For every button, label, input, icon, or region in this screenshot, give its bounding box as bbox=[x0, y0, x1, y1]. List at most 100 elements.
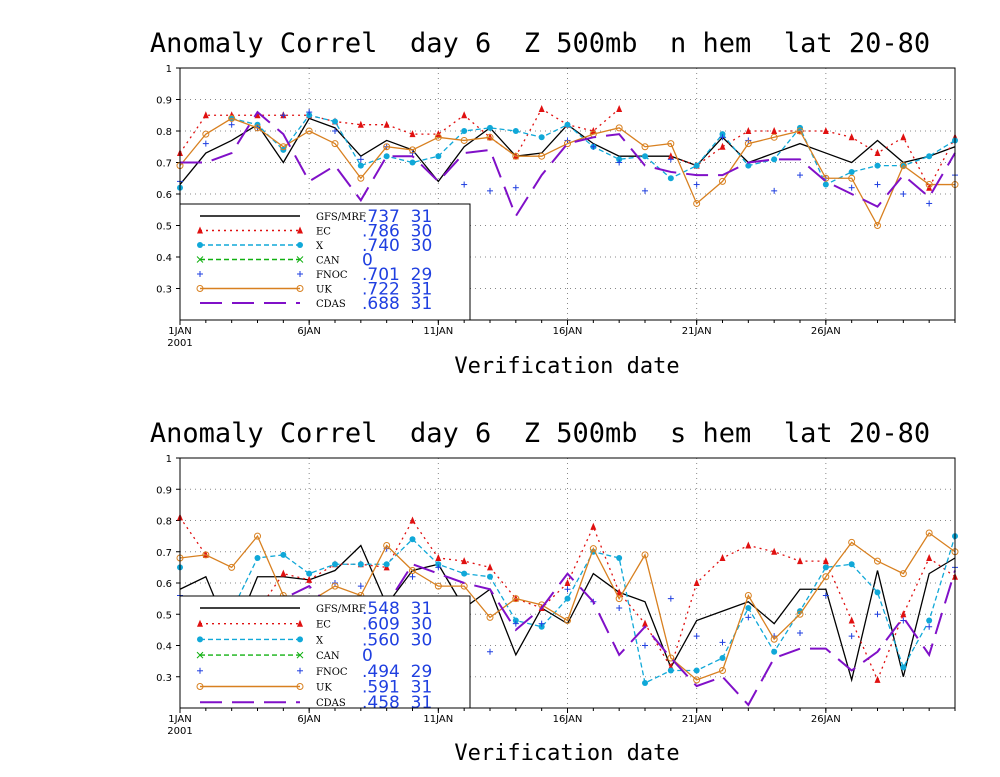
x-marker-b bbox=[196, 651, 204, 659]
circle-marker bbox=[487, 124, 493, 131]
triangle-marker bbox=[564, 579, 571, 586]
circle-marker bbox=[719, 131, 726, 138]
open-circle-marker bbox=[434, 582, 442, 590]
open-circle-marker bbox=[874, 557, 881, 565]
circle-marker bbox=[306, 112, 313, 119]
open-circle-marker bbox=[409, 146, 416, 154]
triangle-marker bbox=[435, 130, 442, 138]
open-circle-marker bbox=[434, 133, 442, 141]
open-circle-marker bbox=[615, 124, 623, 132]
circle-marker bbox=[409, 536, 416, 543]
open-circle-marker bbox=[564, 617, 571, 624]
circle-marker bbox=[512, 128, 519, 134]
triangle-marker bbox=[409, 516, 416, 524]
chart-panel-nhem: Anomaly Correl day 6 Z 500mb n hem lat 2… bbox=[150, 28, 959, 379]
open-circle-marker bbox=[796, 610, 804, 618]
legend-label: FNOC bbox=[316, 667, 348, 678]
circle-marker bbox=[197, 636, 203, 643]
circle-marker bbox=[357, 561, 364, 568]
circle-marker bbox=[461, 570, 468, 577]
circle-marker bbox=[822, 564, 829, 571]
circle-marker bbox=[306, 570, 313, 577]
x-tick-label: 11JAN bbox=[423, 326, 453, 337]
x-tick-label: 11JAN bbox=[423, 714, 453, 725]
triangle-marker bbox=[538, 104, 545, 112]
plot-frame bbox=[179, 67, 956, 321]
triangle-marker bbox=[771, 547, 778, 555]
open-circle-marker bbox=[228, 114, 236, 122]
x-tick-label: 16JAN bbox=[553, 714, 583, 725]
y-tick-label: 0.8 bbox=[156, 127, 172, 138]
y-tick-label: 0.3 bbox=[156, 285, 172, 296]
open-circle-marker bbox=[296, 285, 304, 292]
circle-marker bbox=[512, 617, 519, 624]
circle-marker bbox=[848, 561, 855, 568]
x-tick-label: 6JAN bbox=[297, 326, 320, 337]
open-circle-marker bbox=[589, 545, 597, 553]
legend-stat: .609 30 bbox=[362, 615, 432, 635]
triangle-marker bbox=[926, 554, 933, 561]
open-circle-marker bbox=[564, 140, 571, 148]
y-tick-label: 0.7 bbox=[156, 159, 172, 170]
circle-marker bbox=[538, 134, 545, 141]
legend-label: EC bbox=[316, 227, 331, 238]
x-tick-year: 2001 bbox=[167, 726, 192, 737]
triangle-marker bbox=[197, 619, 203, 627]
triangle-marker bbox=[693, 579, 700, 586]
circle-marker bbox=[564, 121, 571, 128]
triangle-marker bbox=[745, 541, 752, 549]
triangle-marker bbox=[797, 557, 803, 565]
circle-marker bbox=[848, 168, 855, 175]
circle-marker bbox=[822, 181, 829, 188]
series-cdas bbox=[180, 563, 956, 707]
y-tick-label: 0.8 bbox=[156, 517, 172, 528]
open-circle-marker bbox=[693, 199, 701, 207]
y-tick-label: 0.4 bbox=[156, 253, 172, 264]
circle-marker bbox=[616, 555, 623, 561]
open-circle-marker bbox=[925, 529, 933, 537]
triangle-marker bbox=[900, 610, 907, 618]
y-tick-label: 0.4 bbox=[156, 642, 172, 653]
open-circle-marker bbox=[486, 133, 494, 141]
legend-stat: .786 30 bbox=[362, 222, 432, 242]
open-circle-marker bbox=[693, 676, 701, 684]
y-tick-label: 1 bbox=[166, 454, 172, 465]
open-circle-marker bbox=[460, 136, 468, 144]
circle-marker bbox=[409, 159, 416, 166]
triangle-marker bbox=[745, 127, 752, 134]
open-circle-marker bbox=[512, 595, 520, 603]
circle-marker bbox=[745, 605, 752, 611]
circle-marker bbox=[461, 128, 468, 134]
triangle-marker bbox=[487, 563, 493, 571]
y-tick-label: 0.6 bbox=[156, 579, 172, 590]
x-tick-label: 21JAN bbox=[682, 326, 712, 337]
x-tick-label: 6JAN bbox=[297, 714, 320, 725]
open-circle-marker bbox=[899, 570, 907, 578]
triangle-marker bbox=[357, 120, 364, 128]
open-circle-marker bbox=[615, 595, 623, 603]
circle-marker bbox=[900, 664, 907, 671]
triangle-marker bbox=[297, 226, 303, 234]
open-circle-marker bbox=[744, 592, 752, 599]
triangle-marker bbox=[461, 557, 468, 565]
legend-label: EC bbox=[316, 620, 331, 631]
y-tick-label: 0.5 bbox=[156, 610, 172, 621]
circle-marker bbox=[874, 162, 881, 169]
x-marker-b bbox=[296, 256, 304, 263]
legend-stat: .548 31 bbox=[362, 599, 432, 619]
open-circle-marker bbox=[296, 683, 304, 690]
legend-label: UK bbox=[316, 683, 332, 694]
legend-box bbox=[179, 203, 471, 321]
x-marker-b bbox=[196, 256, 204, 263]
y-tick-label: 0.7 bbox=[156, 548, 172, 559]
legend-label: GFS/MRF bbox=[316, 212, 366, 223]
open-circle-marker bbox=[719, 667, 726, 674]
open-circle-marker bbox=[202, 130, 210, 138]
legend-stat: 0 bbox=[362, 251, 373, 271]
y-tick-label: 0.9 bbox=[156, 485, 172, 496]
open-circle-marker bbox=[899, 162, 907, 170]
open-circle-marker bbox=[538, 152, 546, 160]
legend-stat: .591 31 bbox=[362, 678, 432, 698]
open-circle-marker bbox=[641, 143, 649, 151]
